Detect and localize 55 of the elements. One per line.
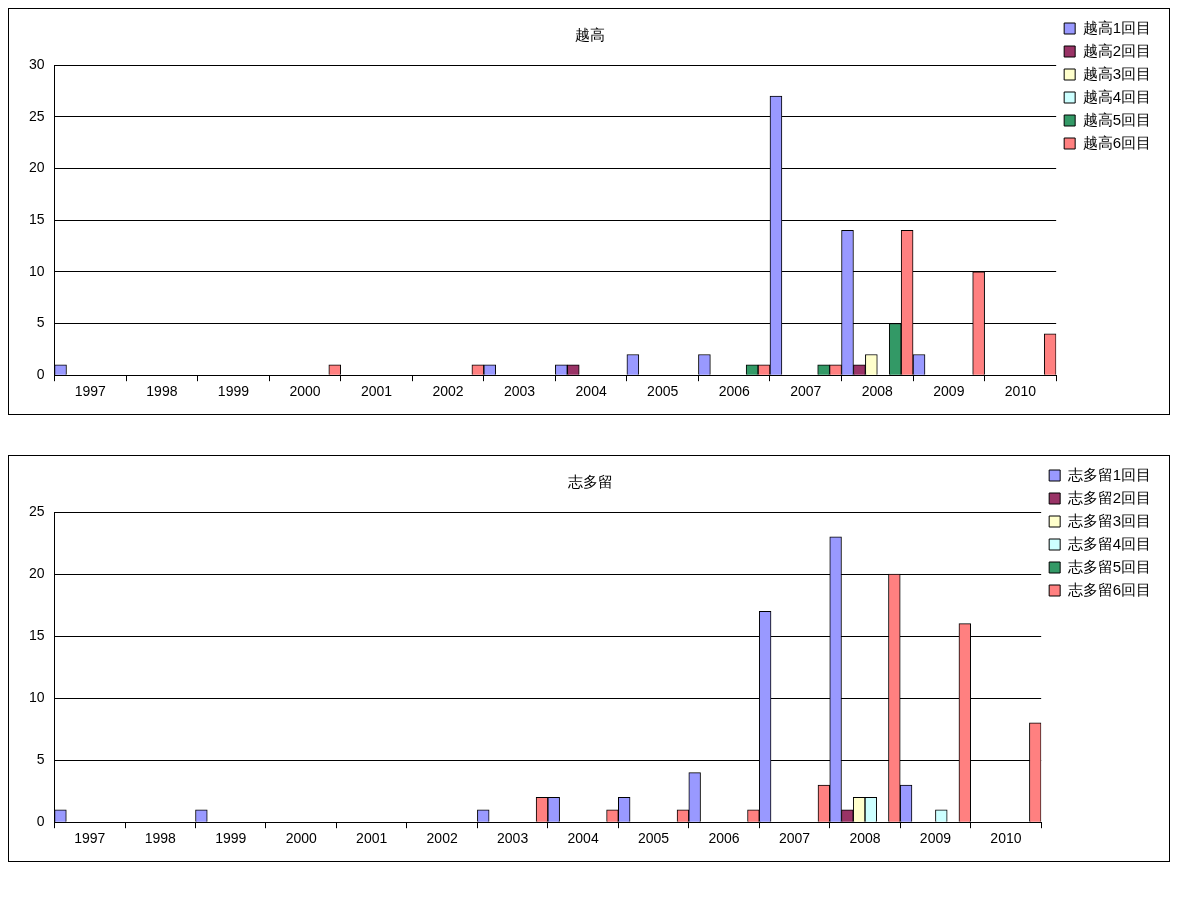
x-tick-label: 2004 bbox=[567, 830, 599, 847]
x-tick-label: 1998 bbox=[144, 830, 177, 847]
legend-label: 越高6回目 bbox=[1082, 133, 1151, 151]
y-tick-label: 25 bbox=[28, 107, 45, 124]
x-tick-label: 2010 bbox=[990, 830, 1022, 847]
chart-title: 志多留 bbox=[567, 473, 613, 491]
x-tick-label: 2008 bbox=[849, 830, 881, 847]
legend-label: 志多留3回目 bbox=[1067, 511, 1151, 529]
y-tick-label: 5 bbox=[36, 751, 45, 768]
y-tick-label: 0 bbox=[36, 813, 45, 830]
legend-label: 越高2回目 bbox=[1082, 41, 1151, 59]
y-tick-label: 25 bbox=[28, 502, 45, 519]
x-tick-label: 2004 bbox=[575, 383, 607, 400]
x-tick-label: 2001 bbox=[356, 830, 388, 847]
legend-label: 志多留5回目 bbox=[1067, 557, 1151, 575]
x-tick-label: 2002 bbox=[432, 383, 464, 400]
x-tick-label: 2002 bbox=[426, 830, 458, 847]
y-tick-label: 20 bbox=[28, 159, 45, 176]
y-tick-label: 0 bbox=[36, 366, 45, 383]
x-tick-label: 2008 bbox=[861, 383, 894, 400]
y-tick-label: 10 bbox=[28, 262, 45, 279]
x-tick-label: 2005 bbox=[637, 830, 670, 847]
legend-label: 越高4回目 bbox=[1082, 87, 1151, 105]
y-tick-label: 20 bbox=[28, 564, 45, 581]
x-tick-label: 2006 bbox=[708, 830, 740, 847]
x-tick-label: 2009 bbox=[933, 383, 965, 400]
x-tick-label: 1997 bbox=[74, 383, 107, 400]
y-tick-label: 5 bbox=[36, 314, 45, 331]
y-tick-label: 15 bbox=[28, 210, 45, 227]
legend-label: 志多留2回目 bbox=[1067, 488, 1151, 506]
y-tick-label: 30 bbox=[28, 55, 45, 72]
y-tick-label: 15 bbox=[28, 626, 45, 643]
x-tick-label: 2003 bbox=[497, 830, 529, 847]
x-tick-label: 2003 bbox=[504, 383, 536, 400]
x-tick-label: 1997 bbox=[74, 830, 106, 847]
legend-label: 越高5回目 bbox=[1082, 110, 1151, 128]
x-tick-label: 2007 bbox=[778, 830, 811, 847]
x-tick-label: 2000 bbox=[285, 830, 317, 847]
x-tick-label: 2007 bbox=[790, 383, 822, 400]
x-tick-label: 1999 bbox=[217, 383, 250, 400]
x-tick-label: 2006 bbox=[718, 383, 750, 400]
y-tick-label: 10 bbox=[28, 688, 45, 705]
x-tick-label: 2000 bbox=[289, 383, 321, 400]
x-tick-label: 1999 bbox=[215, 830, 247, 847]
legend-label: 志多留4回目 bbox=[1067, 534, 1151, 552]
legend-label: 越高1回目 bbox=[1082, 18, 1151, 36]
legend-label: 志多留1回目 bbox=[1067, 465, 1151, 483]
x-tick-label: 2009 bbox=[919, 830, 952, 847]
x-tick-label: 2005 bbox=[647, 383, 679, 400]
legend-label: 志多留6回目 bbox=[1067, 580, 1151, 598]
x-tick-label: 1998 bbox=[146, 383, 178, 400]
chart-title: 越高 bbox=[575, 26, 605, 44]
x-tick-label: 2001 bbox=[360, 383, 393, 400]
x-tick-label: 2010 bbox=[1004, 383, 1037, 400]
legend-label: 越高3回目 bbox=[1082, 64, 1151, 82]
